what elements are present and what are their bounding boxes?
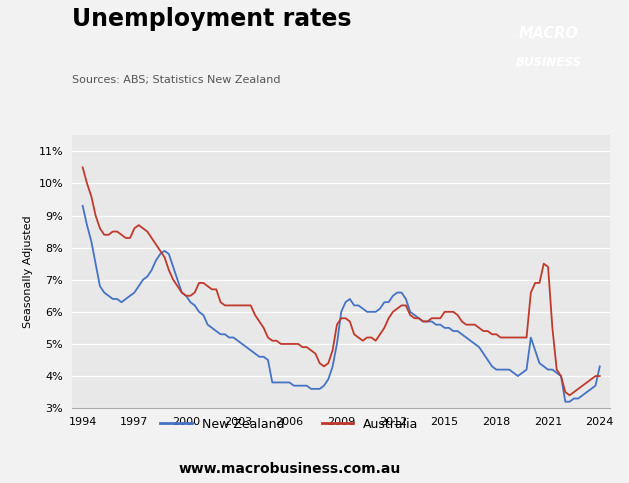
New Zealand: [428, 319, 435, 325]
New Zealand: [596, 364, 604, 369]
New Zealand: [402, 296, 409, 302]
New Zealand: [199, 312, 207, 318]
New Zealand: [131, 290, 138, 296]
Line: New Zealand: New Zealand: [82, 206, 600, 402]
Text: Unemployment rates: Unemployment rates: [72, 7, 352, 31]
New Zealand: [299, 383, 306, 388]
Australia: [566, 392, 574, 398]
Line: Australia: Australia: [82, 167, 600, 395]
Text: BUSINESS: BUSINESS: [516, 56, 582, 69]
Australia: [131, 226, 138, 231]
Legend: New Zealand, Australia: New Zealand, Australia: [155, 412, 423, 436]
Australia: [299, 344, 306, 350]
New Zealand: [566, 399, 574, 405]
New Zealand: [562, 399, 569, 405]
Text: www.macrobusiness.com.au: www.macrobusiness.com.au: [178, 462, 401, 476]
Text: Sources: ABS; Statistics New Zealand: Sources: ABS; Statistics New Zealand: [72, 75, 281, 85]
Australia: [562, 389, 569, 395]
Australia: [199, 280, 207, 286]
Australia: [79, 164, 86, 170]
New Zealand: [79, 203, 86, 209]
Australia: [596, 373, 604, 379]
Australia: [428, 315, 435, 321]
Text: MACRO: MACRO: [519, 26, 579, 41]
Y-axis label: Seasonally Adjusted: Seasonally Adjusted: [23, 215, 33, 328]
Australia: [402, 302, 409, 308]
